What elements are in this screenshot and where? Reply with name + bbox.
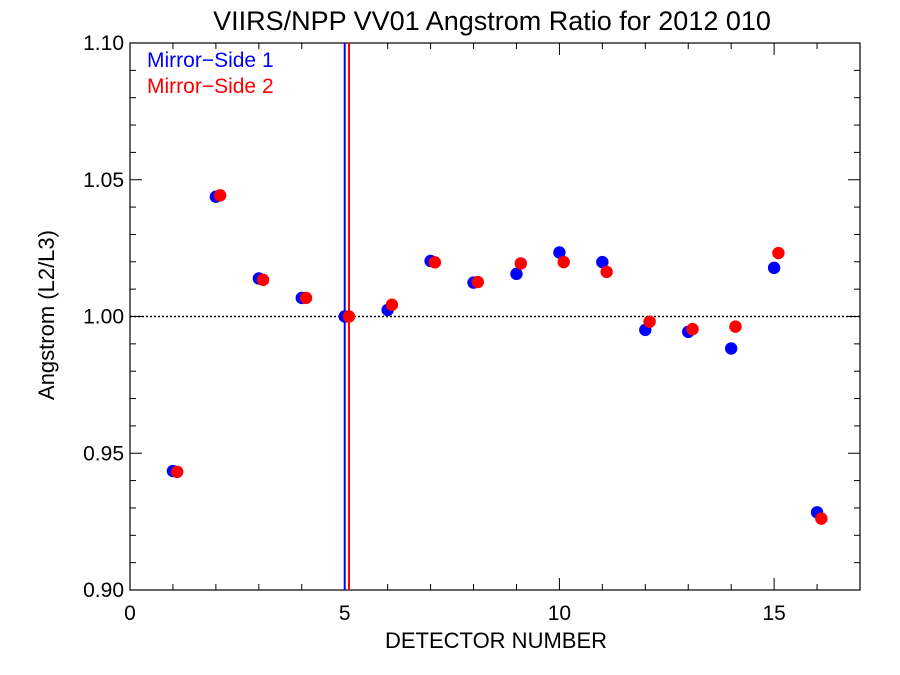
mirror-side-2-point: [643, 315, 656, 328]
mirror-side-1-point: [596, 255, 609, 269]
mirror-side-2-point: [557, 255, 570, 269]
mirror-side-2-point: [600, 265, 613, 279]
chart-title: VIIRS/NPP VV01 Angstrom Ratio for 2012 0…: [213, 6, 771, 36]
x-axis-label: DETECTOR NUMBER: [385, 628, 607, 653]
y-axis-label: Angstrom (L2/L3): [34, 230, 59, 400]
y-tick-label: 1.00: [83, 306, 124, 329]
mirror-side-2-point: [471, 275, 485, 289]
mirror-side-1-point: [553, 246, 566, 259]
mirror-side-2-point: [815, 512, 828, 525]
legend-mirror-side-2: Mirror−Side 2: [147, 75, 274, 98]
mirror-side-1-point: [767, 261, 781, 275]
mirror-side-2-point: [385, 298, 399, 311]
mirror-side-2-point: [299, 291, 313, 305]
legend-mirror-side-1: Mirror−Side 1: [147, 49, 274, 72]
x-tick-label: 10: [548, 602, 571, 625]
y-tick-label: 0.95: [83, 442, 124, 465]
x-tick-label: 0: [124, 602, 136, 625]
x-tick-label: 5: [339, 602, 351, 625]
y-tick-label: 1.10: [83, 32, 124, 55]
mirror-side-2-point: [514, 257, 527, 270]
mirror-side-1-point: [724, 342, 738, 355]
x-tick-label: 15: [762, 602, 785, 625]
mirror-side-2-point: [729, 320, 742, 333]
mirror-side-2-point: [171, 465, 184, 479]
mirror-side-2-point: [256, 273, 270, 287]
mirror-side-2-point: [213, 189, 227, 202]
y-tick-label: 1.05: [83, 169, 124, 192]
mirror-side-1-point: [510, 267, 523, 281]
mirror-side-2-point: [686, 322, 699, 336]
y-tick-label: 0.90: [83, 579, 124, 602]
mirror-side-2-point: [342, 310, 356, 323]
mirror-side-2-point: [428, 256, 442, 269]
mirror-side-2-point: [772, 246, 785, 260]
